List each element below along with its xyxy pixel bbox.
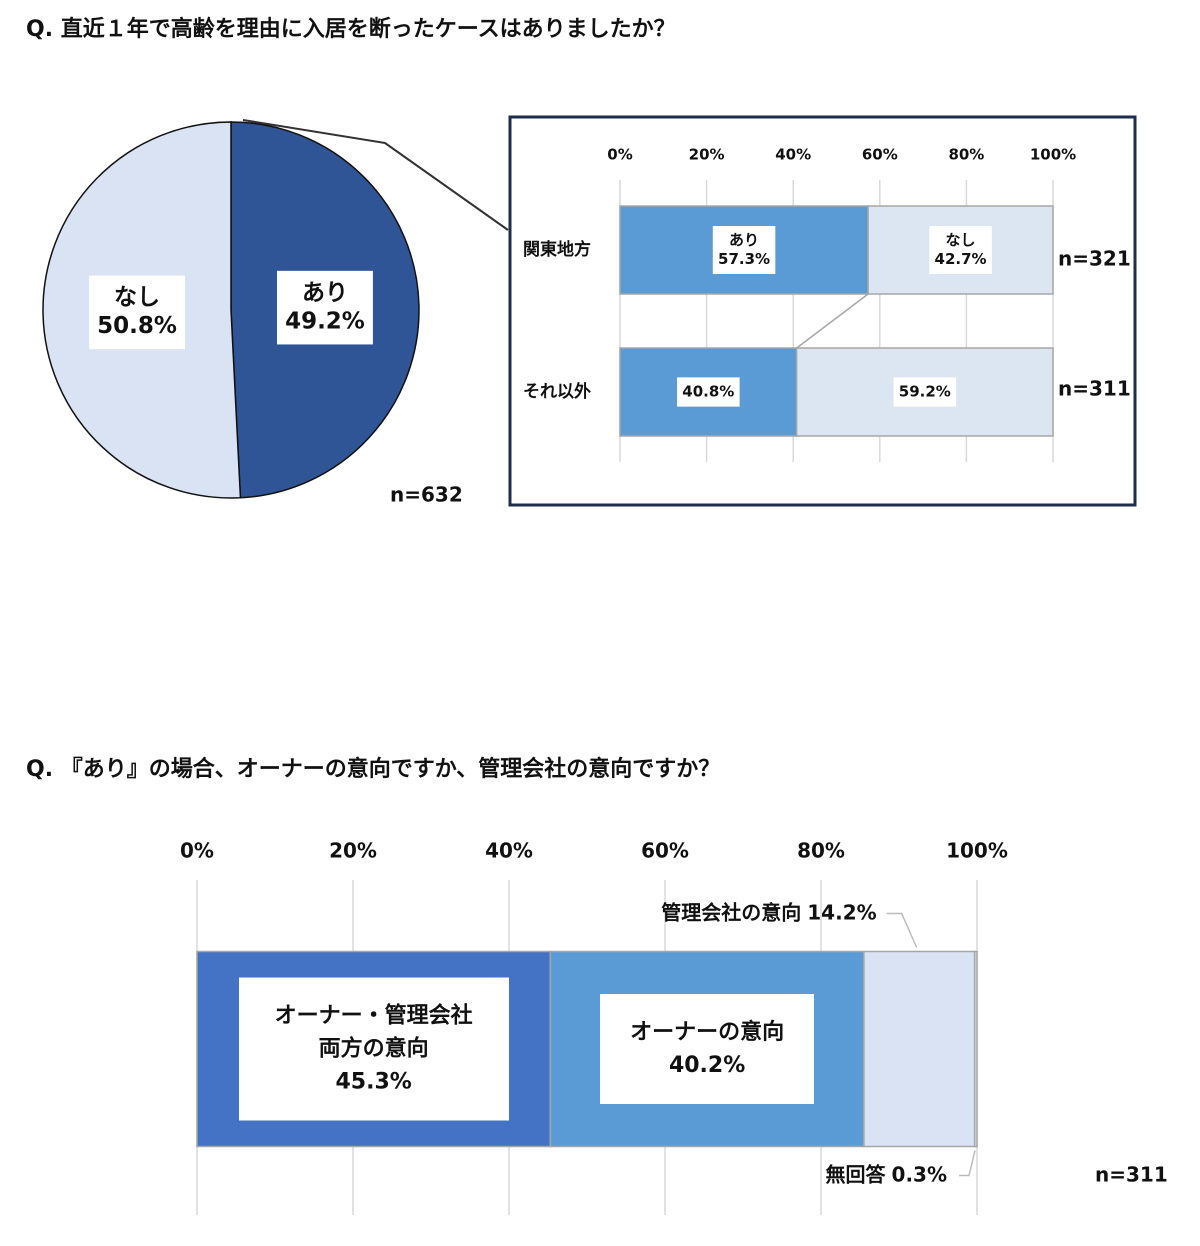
label-box [712, 226, 776, 274]
x-tick-label: 40% [775, 146, 811, 164]
x-tick-label: 80% [797, 839, 845, 863]
outside-label: 管理会社の意向 14.2% [661, 900, 876, 924]
chart-title: Q. 直近１年で高齢を理由に入居を断ったケースはありましたか？ [26, 16, 676, 42]
inset-frame [508, 115, 1137, 507]
x-tick-label: 100% [946, 839, 1008, 863]
x-tick-label: 20% [689, 146, 725, 164]
zoom-connector [242, 119, 509, 231]
bar-segment [863, 950, 976, 1148]
x-tick-label: 60% [862, 146, 898, 164]
annotation: n=632 [390, 483, 463, 507]
data-label: あり [729, 231, 759, 249]
label-box [89, 275, 185, 350]
label-box [277, 270, 373, 345]
leader-line [886, 912, 918, 948]
annotation: n=311 [1058, 377, 1131, 401]
x-tick-label: 40% [485, 839, 533, 863]
label-box [893, 377, 957, 407]
data-label: 50.8% [97, 313, 177, 339]
leader-line [959, 1150, 976, 1177]
category-label: 関東地方 [523, 239, 591, 260]
value-label: 45.3% [335, 1069, 412, 1095]
data-label: 40.8% [682, 383, 734, 401]
label-box [929, 226, 992, 274]
data-label: 57.3% [718, 250, 770, 268]
label-group: あり 49.2% [277, 270, 373, 345]
annotation: n=311 [1095, 1163, 1168, 1187]
x-tick-label: 20% [329, 839, 377, 863]
data-label: 49.2% [285, 309, 365, 335]
label-group: なし 50.8% [89, 275, 185, 350]
label-group: 40.8% [677, 377, 740, 407]
data-label: なし [946, 231, 976, 249]
x-tick-label: 100% [1030, 146, 1076, 164]
data-label: 42.7% [935, 250, 987, 268]
value-label: 40.2% [668, 1053, 746, 1078]
data-label: なし [114, 284, 160, 310]
bar-segment [973, 950, 978, 1148]
label-box [677, 377, 740, 407]
outside-label: 無回答 0.3% [826, 1162, 947, 1186]
x-tick-label: 0% [180, 839, 214, 863]
data-label: あり [302, 280, 348, 306]
series-name: オーナー・管理会社両方の意向 [274, 1003, 473, 1062]
value-label: 0.3% [892, 1162, 947, 1186]
x-tick-label: 60% [641, 839, 689, 863]
data-label: オーナーの意向 40.2% [600, 994, 815, 1104]
x-tick-label: 80% [948, 146, 984, 164]
series-name: オーナーの意向 [630, 1020, 785, 1045]
category-label: それ以外 [523, 381, 591, 402]
data-label: オーナー・管理会社両方の意向 45.3% [238, 977, 509, 1121]
series-line [796, 293, 869, 349]
series-name: 無回答 [826, 1162, 887, 1186]
value-label: 14.2% [807, 900, 876, 924]
data-label: 59.2% [899, 383, 951, 401]
series-name: 管理会社の意向 [661, 900, 801, 924]
annotation: n=321 [1058, 247, 1131, 271]
x-tick-label: 0% [607, 146, 632, 164]
chart-title: Q. 『あり』の場合、オーナーの意向ですか、管理会社の意向ですか？ [26, 756, 720, 782]
label-group: 59.2% [893, 377, 957, 407]
